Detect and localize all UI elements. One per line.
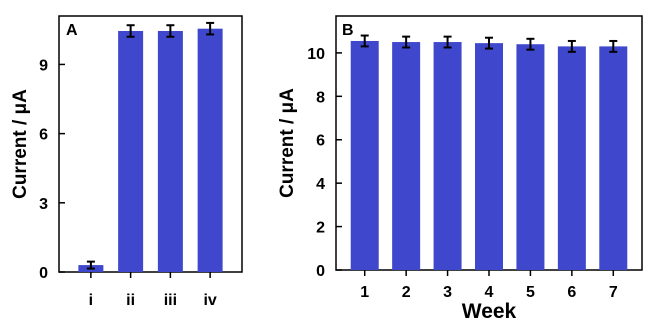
panel-a-x-tick-label: i — [89, 292, 93, 309]
panel-b-bar-6 — [557, 46, 586, 271]
panel-a-y-axis-title: Current / μA — [10, 89, 31, 199]
panel-a-y-ticks: 0 3 6 9 — [39, 57, 65, 282]
panel-a-bar-ii — [118, 30, 144, 272]
panel-a-y-tick-label: 3 — [39, 196, 48, 213]
panel-b-x-tick-label: 3 — [443, 284, 452, 301]
panel-b-x-tick-label: 5 — [526, 284, 535, 301]
panel-b-bar-1 — [350, 40, 379, 270]
panel-b-y-tick-label: 0 — [316, 263, 325, 280]
panel-b-bar-4 — [475, 43, 503, 271]
panel-b-y-axis-title: Current / μA — [277, 88, 298, 198]
panel-a-x-tick-label: ii — [126, 292, 135, 309]
panel-a-y-tick-label: 9 — [39, 57, 48, 74]
panel-b-x-tick-label: 7 — [609, 284, 618, 301]
panel-b-y-tick-label: 2 — [316, 220, 325, 237]
panel-a-x-ticks: i ii iii iv — [89, 272, 217, 309]
panel-b-bar-3 — [433, 42, 462, 270]
panel-b-x-tick-label: 4 — [485, 284, 494, 301]
panel-a-frame — [58, 15, 243, 273]
panel-b-y-tick-label: 10 — [307, 46, 325, 63]
panel-a-label: A — [66, 22, 78, 39]
panel-a-y-tick-label: 0 — [39, 265, 48, 282]
panel-b-x-tick-label: 2 — [402, 284, 411, 301]
panel-b-bars — [350, 34, 628, 271]
panel-b-label: B — [342, 22, 354, 39]
panel-b-bar-2 — [392, 42, 421, 270]
panel-b-y-tick-label: 8 — [316, 89, 325, 106]
panel-b-bar-5 — [516, 44, 545, 270]
panel-b-y-tick-label: 6 — [316, 133, 325, 150]
panel-a-x-tick-label: iv — [203, 292, 216, 309]
panel-a-y-tick-label: 6 — [39, 127, 48, 144]
panel-a-bars — [78, 21, 223, 272]
panel-b-bar-7 — [599, 46, 628, 271]
panel-a-x-tick-label: iii — [164, 292, 177, 309]
panel-b-x-axis-title: Week — [462, 300, 517, 323]
panel-b-x-ticks: 1 2 3 4 5 6 7 — [360, 270, 618, 301]
panel-b-x-tick-label: 6 — [567, 284, 576, 301]
panel-b-y-tick-label: 4 — [316, 176, 325, 193]
panel-b-x-tick-label: 1 — [360, 284, 369, 301]
panel-b-y-ticks: 0 2 4 6 8 10 — [307, 46, 342, 280]
panel-a-bar-iv — [197, 28, 223, 272]
panel-a-bar-iii — [157, 30, 183, 272]
